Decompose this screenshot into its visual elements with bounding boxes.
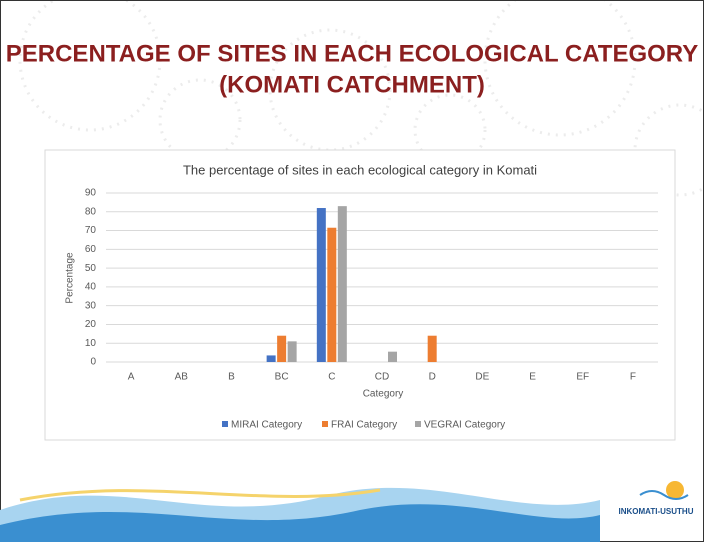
- legend-swatch: [222, 421, 228, 427]
- y-tick-label: 80: [85, 206, 97, 217]
- legend-label: VEGRAI Category: [424, 420, 505, 431]
- bar: [317, 208, 326, 362]
- y-tick-label: 70: [85, 225, 97, 236]
- bar: [277, 336, 286, 362]
- legend-swatch: [322, 421, 328, 427]
- x-tick-label: F: [630, 372, 636, 383]
- x-tick-label: CD: [375, 372, 389, 383]
- legend-label: FRAI Category: [331, 420, 397, 431]
- x-tick-label: DE: [475, 372, 489, 383]
- x-axis-title: Category: [363, 389, 404, 400]
- bar: [267, 355, 276, 362]
- x-tick-label: EF: [576, 372, 589, 383]
- bar: [428, 336, 437, 362]
- x-tick-label: AB: [175, 372, 189, 383]
- y-tick-label: 90: [85, 188, 97, 199]
- x-tick-label: BC: [275, 372, 289, 383]
- bar: [288, 341, 297, 362]
- bar: [388, 352, 397, 362]
- y-tick-label: 30: [85, 300, 97, 311]
- bar: [327, 228, 336, 362]
- x-tick-label: A: [128, 372, 135, 383]
- y-axis-title: Percentage: [65, 252, 76, 304]
- slide: PERCENTAGE OF SITES IN EACH ECOLOGICAL C…: [0, 0, 704, 542]
- x-tick-label: E: [529, 372, 536, 383]
- x-tick-label: C: [328, 372, 335, 383]
- y-tick-label: 40: [85, 282, 97, 293]
- y-tick-label: 20: [85, 319, 97, 330]
- slide-title: PERCENTAGE OF SITES IN EACH ECOLOGICAL C…: [6, 40, 699, 67]
- x-tick-label: D: [429, 372, 436, 383]
- y-tick-label: 10: [85, 338, 97, 349]
- chart-title: The percentage of sites in each ecologic…: [183, 162, 537, 177]
- y-tick-label: 50: [85, 263, 97, 274]
- legend-swatch: [415, 421, 421, 427]
- x-tick-label: B: [228, 372, 235, 383]
- legend-label: MIRAI Category: [231, 420, 302, 431]
- y-tick-label: 60: [85, 244, 97, 255]
- slide-title: (KOMATI CATCHMENT): [219, 71, 485, 98]
- bar: [338, 206, 347, 362]
- logo-text: INKOMATI-USUTHU: [619, 507, 694, 516]
- y-tick-label: 0: [90, 357, 96, 368]
